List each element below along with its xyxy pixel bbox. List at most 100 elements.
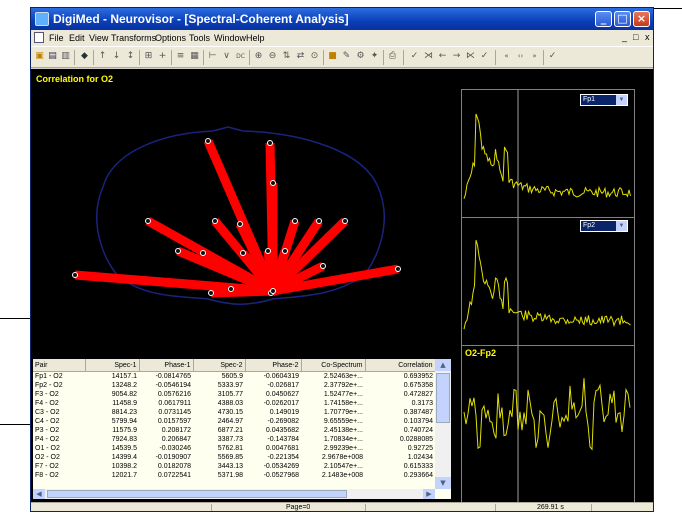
maximize-button[interactable]: □ — [614, 11, 631, 27]
electrode[interactable] — [292, 218, 298, 224]
zoom-in-icon[interactable]: ⊕ — [254, 51, 263, 61]
notes-icon[interactable]: ■ — [328, 51, 337, 61]
scroll-up-arrow[interactable]: ▲ — [435, 359, 451, 371]
chevron-down-icon[interactable]: ▼ — [616, 95, 627, 105]
scale-down-icon[interactable]: ↓ — [112, 51, 121, 61]
electrode[interactable] — [270, 288, 276, 294]
electrode[interactable] — [205, 138, 211, 144]
page-first-icon[interactable]: « — [504, 52, 509, 60]
table-vertical-scrollbar[interactable]: ▲ ▼ — [435, 359, 451, 489]
menu-tools[interactable]: Tools — [189, 33, 211, 43]
electrode[interactable] — [145, 218, 151, 224]
menu-edit[interactable]: Edit — [69, 33, 85, 43]
close-button[interactable]: × — [633, 11, 650, 27]
menu-transforms[interactable]: Transforms — [111, 33, 157, 43]
arrow-left-icon[interactable]: ← — [438, 51, 447, 61]
scale-up-icon[interactable]: ↑ — [98, 51, 107, 61]
table-row[interactable]: C3 - O2 8814.23 0.0731145 4730.15 0.149019 1.… — [33, 408, 435, 417]
electrode[interactable] — [395, 266, 401, 272]
settings-icon[interactable]: ⚙ — [356, 51, 365, 61]
zoom-fit-icon[interactable]: ⇄ — [296, 51, 305, 61]
filter-icon[interactable]: ≡ — [176, 51, 185, 61]
zoom-out-icon[interactable]: ⊖ — [268, 51, 277, 61]
print-icon[interactable]: ⎙ — [388, 51, 397, 61]
column-header-correlation[interactable]: Correlation — [365, 359, 436, 372]
electrode[interactable] — [320, 263, 326, 269]
channel-select-1[interactable]: Fp1 ▼ — [580, 94, 628, 106]
electrode[interactable] — [72, 272, 78, 278]
mdi-restore-button[interactable]: □ — [633, 32, 639, 42]
electrode[interactable] — [208, 290, 214, 296]
accept-icon[interactable]: ✓ — [548, 51, 557, 61]
montage-icon[interactable]: ◆ — [81, 51, 88, 61]
scale-reset-icon[interactable]: ↕ — [126, 51, 135, 61]
menu-help[interactable]: Help — [246, 33, 265, 43]
mdi-minimize-button[interactable]: _ — [622, 32, 628, 42]
electrode[interactable] — [175, 248, 181, 254]
electrode[interactable] — [270, 180, 276, 186]
page-next-icon[interactable]: » — [532, 52, 537, 60]
timebase-up-icon[interactable]: ⊞ — [144, 51, 153, 61]
arrow-right-icon[interactable]: → — [452, 51, 461, 61]
electrode[interactable] — [237, 221, 243, 227]
electrode[interactable] — [212, 218, 218, 224]
menu-options[interactable]: Options — [155, 33, 187, 43]
table-row[interactable]: Fp1 - O2 14157.1 -0.0814765 5605.9 -0.060431… — [33, 372, 435, 382]
column-header-phase-2[interactable]: Phase-2 — [245, 359, 302, 372]
save-icon[interactable]: ▤ — [48, 51, 57, 61]
table-horizontal-scrollbar[interactable]: ◀ ▶ — [33, 489, 435, 499]
page-prev-icon[interactable]: ‹› — [517, 52, 524, 60]
table-row[interactable]: F3 - O2 9054.82 0.0576216 3105.77 0.0450627 1… — [33, 390, 435, 399]
table-row[interactable]: P3 - O2 11575.9 0.208172 6877.21 0.0435682 2.… — [33, 426, 435, 435]
table-row[interactable]: F7 - O2 10398.2 0.0182078 3443.13 -0.0534269… — [33, 462, 435, 471]
menu-window[interactable]: Window — [214, 33, 247, 43]
marker-icon[interactable]: ⊢ — [208, 51, 217, 61]
spike-next-icon[interactable]: ⋉ — [466, 51, 475, 61]
title-bar[interactable]: DigiMed - Neurovisor - [Spectral-Coheren… — [31, 8, 653, 30]
spike-check-icon[interactable]: ✓ — [480, 51, 489, 61]
electrode[interactable] — [265, 248, 271, 254]
table-row[interactable]: Fp2 - O2 13248.2 -0.0546194 5333.97 -0.02681… — [33, 381, 435, 390]
zoom-reset-icon[interactable]: ⊙ — [310, 51, 319, 61]
table-row[interactable]: P4 - O2 7924.83 0.206847 3387.73 -0.143784 1.… — [33, 435, 435, 444]
scroll-thumb-horizontal[interactable] — [47, 490, 347, 498]
menu-file[interactable]: File — [49, 33, 64, 43]
scroll-left-arrow[interactable]: ◀ — [33, 489, 45, 499]
electrode[interactable] — [200, 250, 206, 256]
save-all-icon[interactable]: ▥ — [61, 51, 70, 61]
electrode[interactable] — [342, 218, 348, 224]
electrode[interactable] — [282, 248, 288, 254]
electrode[interactable] — [316, 218, 322, 224]
dc-icon[interactable]: DC — [236, 53, 245, 60]
minimize-button[interactable]: _ — [595, 11, 612, 27]
column-header-spec-2[interactable]: Spec-2 — [193, 359, 246, 372]
table-row[interactable]: C4 - O2 5799.94 0.0157597 2464.97 -0.269082 9… — [33, 417, 435, 426]
column-header-spec-1[interactable]: Spec-1 — [85, 359, 140, 372]
table-row[interactable]: O1 - O2 14539.5 -0.030246 5762.81 0.0047681 2… — [33, 444, 435, 453]
edit-icon[interactable]: ✎ — [342, 51, 351, 61]
table-row[interactable]: F4 - O2 11458.9 0.0617911 4388.03 -0.0262017… — [33, 399, 435, 408]
chevron-down-icon[interactable]: ▼ — [616, 221, 627, 231]
spike-prev-icon[interactable]: ⋊ — [424, 51, 433, 61]
open-icon[interactable]: ▣ — [35, 51, 44, 61]
mdi-close-button[interactable]: x — [645, 32, 650, 42]
wave-icon[interactable]: ∨ — [223, 51, 230, 61]
table-row[interactable]: F8 - O2 12021.7 0.0722541 5371.98 -0.0527968… — [33, 471, 435, 480]
scroll-thumb[interactable] — [436, 373, 450, 423]
scroll-down-arrow[interactable]: ▼ — [435, 477, 451, 489]
table-row[interactable]: O2 - O2 14399.4 -0.0190907 5569.85 -0.221354… — [33, 453, 435, 462]
timebase-down-icon[interactable]: + — [158, 51, 167, 61]
pin-icon[interactable]: ✦ — [370, 51, 379, 61]
column-header-pair[interactable]: Pair — [33, 359, 86, 372]
scroll-right-arrow[interactable]: ▶ — [423, 489, 435, 499]
channel-select-2[interactable]: Fp2 ▼ — [580, 220, 628, 232]
electrode[interactable] — [267, 140, 273, 146]
grid-icon[interactable]: ▦ — [190, 51, 199, 61]
electrode[interactable] — [240, 250, 246, 256]
zoom-range-icon[interactable]: ⇅ — [282, 51, 291, 61]
electrode[interactable] — [228, 286, 234, 292]
column-header-co-spectrum[interactable]: Co-Spectrum — [301, 359, 366, 372]
menu-view[interactable]: View — [89, 33, 109, 43]
spike-icon[interactable]: ✓ — [410, 51, 419, 61]
column-header-phase-1[interactable]: Phase-1 — [139, 359, 194, 372]
